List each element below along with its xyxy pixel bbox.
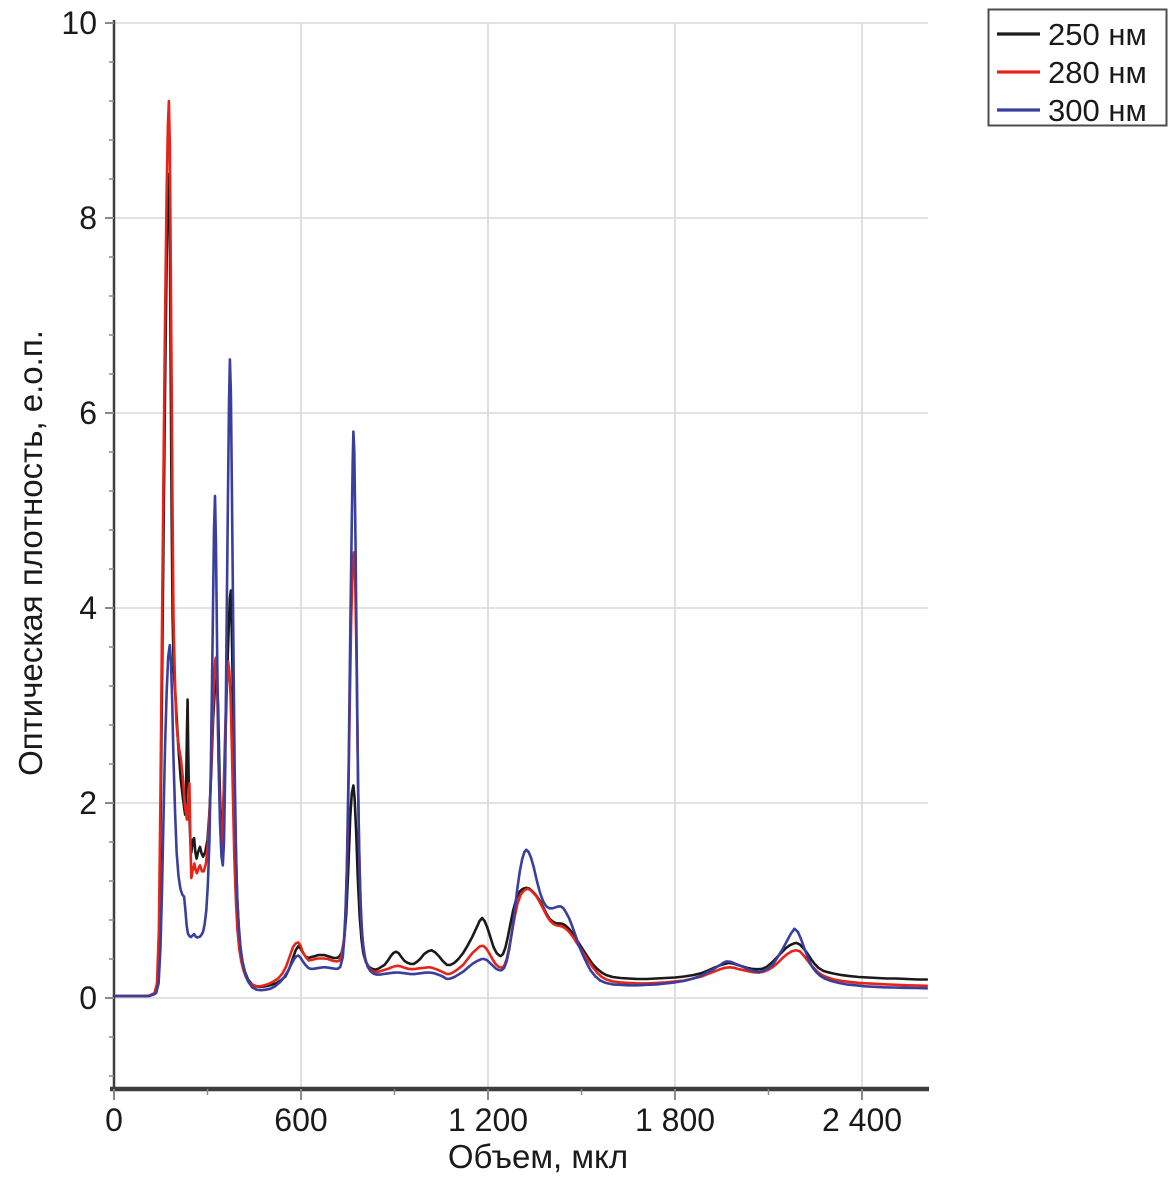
tick-label-layer: 0 600 1 200 1 800 2 400 0 2 4 6 8 10 [61,5,902,1138]
y-axis-title: Оптическая плотность, е.о.п. [12,330,49,776]
x-tick-label: 1 800 [635,1102,715,1138]
y-tick-label: 10 [61,5,97,41]
y-tick-label: 2 [79,785,97,821]
x-tick-label: 600 [274,1102,327,1138]
x-axis-title: Объем, мкл [448,1138,628,1175]
y-tick-label: 8 [79,200,97,236]
y-tick-label: 0 [79,980,97,1016]
legend-box [987,8,1168,127]
y-tick-label: 6 [79,395,97,431]
grid-layer [114,22,928,1087]
x-tick-label: 2 400 [822,1102,902,1138]
series-line-300нм [112,358,929,998]
tick-layer [105,22,863,1100]
x-tick-label: 0 [105,1102,123,1138]
legend-label: 250 нм [1048,17,1147,52]
legend-label: 300 нм [1048,93,1147,128]
x-tick-label: 1 200 [448,1102,528,1138]
legend-label: 280 нм [1048,55,1147,90]
y-tick-label: 4 [79,590,97,626]
series-layer [112,99,929,998]
